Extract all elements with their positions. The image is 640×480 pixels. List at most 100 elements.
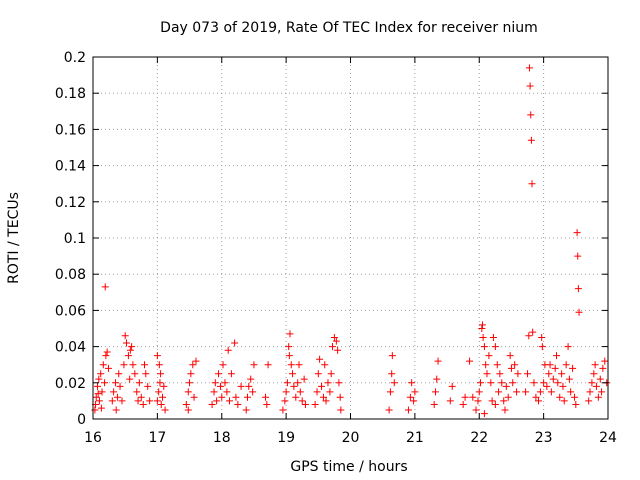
data-point [155, 388, 163, 396]
data-point [227, 370, 235, 378]
data-point [282, 388, 290, 396]
data-point [112, 406, 120, 414]
data-point [189, 361, 197, 369]
data-point [133, 388, 141, 396]
grid [93, 57, 608, 419]
y-tick-label: 0.06 [55, 303, 86, 319]
x-tick-label: 19 [277, 430, 295, 446]
data-point [434, 357, 442, 365]
data-point [101, 283, 109, 291]
data-point [314, 370, 322, 378]
x-tick-label: 23 [535, 430, 553, 446]
axis-ticks: 16 17 18 19 20 21 22 23 24 0 0.02 0.04 0.06 0.08 0.1 0.… [55, 50, 617, 446]
data-point [161, 406, 169, 414]
data-point [285, 352, 293, 360]
data-point [263, 401, 271, 409]
data-point [502, 382, 510, 390]
y-tick-label: 0.18 [55, 86, 86, 102]
data-point [430, 401, 438, 409]
data-point [232, 393, 240, 401]
data-point [573, 229, 581, 237]
data-point [337, 406, 345, 414]
data-point [141, 361, 148, 369]
data-point [404, 406, 412, 414]
data-point [290, 382, 298, 390]
data-point [218, 393, 226, 401]
data-point [157, 370, 165, 378]
data-point [556, 393, 564, 401]
data-point [564, 343, 572, 351]
data-point [545, 370, 553, 378]
data-point [213, 397, 221, 405]
data-point [124, 352, 132, 360]
data-point [479, 334, 487, 342]
data-point [511, 361, 519, 369]
data-point [134, 397, 142, 405]
data-point [525, 332, 533, 340]
data-point [97, 404, 105, 412]
data-point [294, 379, 302, 387]
data-point [491, 401, 499, 409]
data-point [514, 370, 522, 378]
data-point [487, 379, 495, 387]
data-point [101, 379, 109, 387]
data-point [287, 361, 295, 369]
y-tick-label: 0 [77, 412, 86, 428]
y-tick-label: 0.14 [55, 159, 86, 175]
data-point [298, 397, 306, 405]
data-point [547, 388, 555, 396]
y-tick-label: 0.16 [55, 122, 86, 138]
data-point [210, 388, 218, 396]
y-tick-label: 0.2 [64, 50, 86, 66]
data-point [406, 393, 414, 401]
data-point [574, 285, 582, 293]
data-point [591, 361, 599, 369]
data-point [118, 397, 126, 405]
data-point [104, 364, 112, 372]
data-point [215, 370, 223, 378]
data-point [121, 332, 129, 340]
data-point [571, 393, 579, 401]
data-point [97, 370, 105, 378]
data-point [250, 361, 258, 369]
data-point [530, 379, 538, 387]
data-point [283, 379, 291, 387]
data-point [231, 339, 239, 347]
data-point [433, 375, 441, 383]
data-point [110, 388, 118, 396]
data-point [572, 401, 580, 409]
data-point [498, 379, 506, 387]
data-point [474, 397, 482, 405]
data-point [129, 361, 137, 369]
data-point [538, 343, 546, 351]
data-point [488, 397, 496, 405]
data-point [311, 401, 319, 409]
data-point [318, 382, 326, 390]
data-point [142, 370, 150, 378]
data-point [475, 388, 483, 396]
data-point [482, 361, 490, 369]
data-points [91, 64, 611, 418]
data-point [223, 388, 231, 396]
data-point [313, 388, 321, 396]
data-point [122, 339, 130, 347]
data-point [500, 397, 508, 405]
data-point [244, 393, 251, 401]
data-point [115, 370, 123, 378]
data-point [160, 382, 168, 390]
data-point [485, 352, 493, 360]
data-point [264, 361, 272, 369]
data-point [560, 397, 568, 405]
data-point [300, 375, 308, 383]
data-point [562, 361, 570, 369]
data-point [553, 352, 560, 360]
data-point [99, 361, 107, 369]
data-point [410, 397, 418, 405]
data-point [586, 388, 594, 396]
data-point [247, 375, 255, 383]
data-point [469, 393, 477, 401]
data-point [211, 379, 219, 387]
data-point [477, 379, 485, 387]
data-point [596, 375, 604, 383]
chart-title: Day 073 of 2019, Rate Of TEC Index for r… [160, 20, 538, 36]
